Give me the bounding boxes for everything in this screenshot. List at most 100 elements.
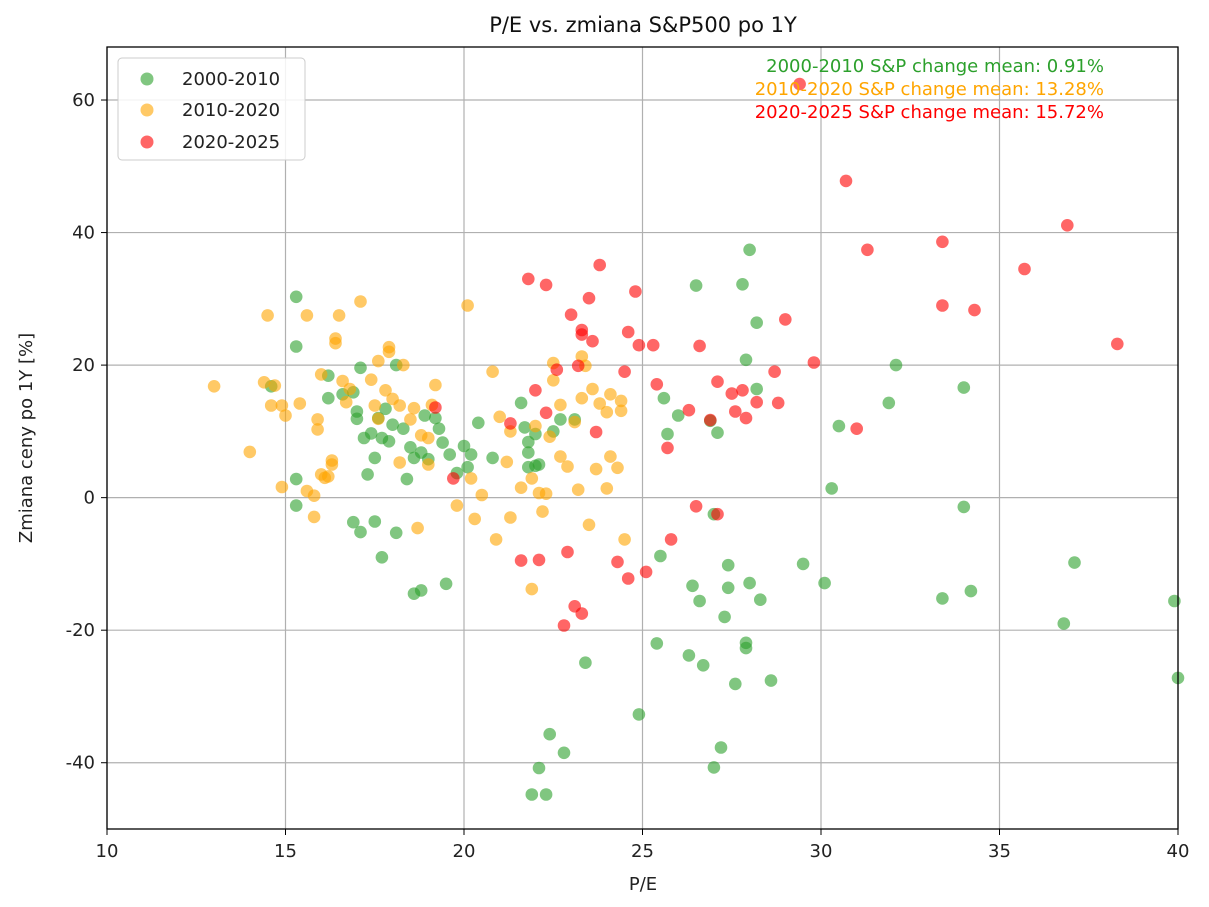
data-point <box>600 482 614 495</box>
data-point <box>264 399 278 412</box>
data-point <box>825 482 838 495</box>
data-point <box>568 415 581 429</box>
data-point <box>557 619 571 632</box>
data-point <box>671 409 685 422</box>
data-point <box>721 558 735 572</box>
data-point <box>447 472 460 485</box>
data-point <box>372 412 385 426</box>
data-point <box>796 557 810 571</box>
data-point <box>771 396 785 410</box>
x-tick-label: 15 <box>274 841 297 862</box>
data-point <box>457 439 471 453</box>
data-point <box>268 379 282 392</box>
data-point <box>547 374 560 387</box>
data-point <box>375 551 389 564</box>
data-point <box>486 365 499 379</box>
data-point <box>839 174 853 188</box>
data-point <box>579 656 592 669</box>
data-point <box>539 278 553 292</box>
y-axis-label: Zmiana ceny po 1Y [%] <box>16 333 37 543</box>
data-point <box>721 581 735 595</box>
data-point <box>936 235 949 249</box>
data-point <box>707 761 721 774</box>
data-point <box>461 299 474 312</box>
data-point <box>571 483 585 497</box>
annotation-2000-2010: 2000-2010 S&P change mean: 0.91% <box>766 56 1104 77</box>
data-point <box>807 356 821 369</box>
data-point <box>532 553 546 567</box>
data-point <box>364 373 378 387</box>
data-point <box>311 413 324 426</box>
data-point <box>604 450 617 463</box>
annotation-2010-2020: 2010-2020 S&P change mean: 13.28% <box>755 79 1104 100</box>
data-point <box>400 472 414 486</box>
data-point <box>729 677 742 691</box>
data-point <box>682 649 696 662</box>
data-point <box>422 431 435 445</box>
data-point <box>654 549 667 563</box>
data-point <box>429 378 442 392</box>
data-point <box>1068 556 1081 569</box>
data-point <box>379 384 392 397</box>
data-point <box>750 382 763 396</box>
data-point <box>889 358 903 372</box>
x-axis-ticks: 10 15 20 25 30 35 40 <box>96 829 1189 862</box>
x-tick-label: 20 <box>453 841 476 862</box>
data-point <box>561 460 574 473</box>
x-axis-label: P/E <box>629 874 657 895</box>
data-point <box>693 594 706 608</box>
data-point <box>554 450 567 463</box>
data-point <box>464 472 478 485</box>
data-point <box>661 427 674 441</box>
data-point <box>550 363 564 377</box>
data-point <box>325 454 339 467</box>
data-point <box>754 593 767 606</box>
data-point <box>621 325 635 339</box>
data-point <box>525 472 539 485</box>
data-point <box>1061 219 1074 232</box>
data-point <box>750 316 763 330</box>
data-point <box>850 422 863 436</box>
data-point <box>386 418 399 432</box>
data-point <box>243 445 257 459</box>
data-point <box>472 416 485 430</box>
data-point <box>314 368 328 381</box>
series-2000-2010 <box>264 243 1185 801</box>
data-point <box>300 309 314 322</box>
data-point <box>957 381 971 394</box>
data-point <box>646 338 660 352</box>
data-point <box>361 468 374 481</box>
data-point <box>329 336 342 350</box>
data-point <box>368 399 382 412</box>
data-point <box>711 426 724 440</box>
data-point <box>450 499 464 512</box>
data-point <box>289 472 303 486</box>
data-point <box>739 411 753 425</box>
series-2020-2025 <box>429 77 1124 632</box>
data-point <box>389 526 403 540</box>
data-point <box>354 525 367 539</box>
data-point <box>586 334 599 348</box>
data-point <box>275 480 289 494</box>
y-tick-label: 20 <box>72 355 95 376</box>
data-point <box>300 484 314 498</box>
grid <box>106 47 1179 829</box>
data-point <box>739 641 753 655</box>
data-point <box>311 423 324 436</box>
annotation-2020-2025: 2020-2025 S&P change mean: 15.72% <box>755 102 1104 123</box>
legend-label-2020-2025: 2020-2025 <box>182 132 280 153</box>
data-point <box>354 361 367 375</box>
data-point <box>343 382 357 396</box>
data-point <box>711 375 724 389</box>
data-point <box>711 507 724 521</box>
data-point <box>818 576 831 590</box>
data-point <box>432 422 446 436</box>
data-point <box>575 607 589 620</box>
data-point <box>957 500 971 514</box>
data-point <box>289 290 303 304</box>
data-point <box>964 584 978 598</box>
data-point <box>696 659 710 672</box>
data-point <box>650 378 664 391</box>
y-tick-label: -20 <box>66 620 95 641</box>
data-point <box>714 741 728 754</box>
